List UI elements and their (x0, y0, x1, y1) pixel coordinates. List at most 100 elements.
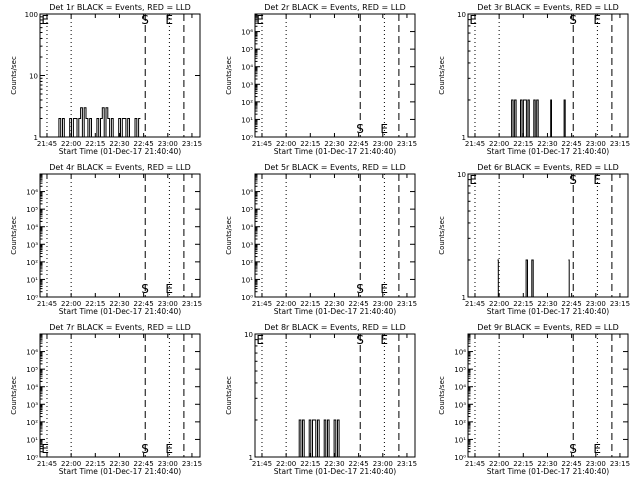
y-tick-label: 10⁵ (241, 46, 253, 54)
x-axis-label: Start Time (01-Dec-17 21:40:40) (274, 467, 396, 476)
chart-title: Det 5r BLACK = Events, RED = LLD (264, 163, 406, 172)
y-tick-label: 10³ (241, 81, 253, 89)
x-axis-label: Start Time (01-Dec-17 21:40:40) (274, 147, 396, 156)
x-tick-label: 23:15 (397, 140, 417, 148)
x-axis-label: Start Time (01-Dec-17 21:40:40) (487, 147, 609, 156)
x-tick-label: 22:15 (85, 300, 105, 308)
marker-e: E (469, 13, 477, 27)
y-tick-label: 10⁰ (26, 294, 38, 302)
y-tick-label: 10 (457, 11, 466, 19)
x-tick-label: 22:15 (300, 460, 320, 468)
events-series-line (53, 107, 141, 138)
chart-panel-9: Det 9r BLACK = Events, RED = LLD 21:45 22:… (438, 323, 630, 476)
y-tick-label: 10² (241, 259, 253, 267)
x-tick-label: 22:45 (134, 140, 154, 148)
events-series-line (497, 259, 500, 298)
x-axis-label: Start Time (01-Dec-17 21:40:40) (487, 307, 609, 316)
events-series-line (568, 259, 570, 298)
marker-e: E (593, 442, 601, 456)
y-tick-label: 100 (25, 11, 38, 19)
y-tick-label: 10⁵ (454, 366, 466, 374)
x-tick-label: 23:00 (158, 140, 178, 148)
x-tick-label: 22:30 (324, 460, 344, 468)
x-tick-label: 22:15 (85, 140, 105, 148)
chart-panel-1: Det 1r BLACK = Events, RED = LLD 21:45 22:… (10, 3, 202, 156)
x-tick-label: 22:30 (324, 300, 344, 308)
x-tick-label: 22:15 (300, 300, 320, 308)
x-tick-label: 23:00 (586, 300, 606, 308)
x-tick-label: 23:00 (586, 140, 606, 148)
x-tick-label: 22:30 (109, 300, 129, 308)
y-tick-label: 10 (29, 73, 38, 81)
chart-panel-2: Det 2r BLACK = Events, RED = LLD 21:45 22:… (225, 3, 417, 156)
marker-e: E (593, 173, 601, 187)
y-tick-label: 1 (462, 134, 466, 142)
x-tick-label: 22:30 (537, 460, 557, 468)
y-tick-label: 10¹ (26, 436, 38, 444)
y-axis-label: Counts/sec (438, 56, 446, 95)
x-tick-label: 23:15 (182, 300, 202, 308)
chart-title: Det 1r BLACK = Events, RED = LLD (49, 3, 191, 12)
y-tick-label: 1 (462, 294, 466, 302)
x-tick-label: 21:45 (252, 460, 272, 468)
x-tick-label: 21:45 (37, 300, 57, 308)
y-tick-label: 10⁶ (241, 189, 253, 197)
x-tick-label: 22:15 (85, 460, 105, 468)
marker-s: S (569, 13, 577, 27)
marker-s: S (569, 173, 577, 187)
marker-e: E (256, 13, 264, 27)
chart-title: Det 4r BLACK = Events, RED = LLD (49, 163, 191, 172)
x-tick-label: 22:15 (513, 140, 533, 148)
chart-title: Det 9r BLACK = Events, RED = LLD (477, 323, 619, 332)
chart-title: Det 2r BLACK = Events, RED = LLD (264, 3, 406, 12)
x-tick-label: 23:15 (397, 460, 417, 468)
events-series-line (562, 99, 569, 138)
plot-frame (39, 173, 201, 298)
y-tick-label: 10¹ (454, 436, 466, 444)
y-tick-label: 10⁴ (241, 64, 253, 72)
plot-frame (467, 333, 629, 458)
x-tick-label: 21:45 (37, 460, 57, 468)
x-tick-label: 23:00 (373, 460, 393, 468)
x-axis-label: Start Time (01-Dec-17 21:40:40) (59, 307, 181, 316)
y-tick-label: 10⁴ (454, 384, 466, 392)
x-axis-label: Start Time (01-Dec-17 21:40:40) (59, 147, 181, 156)
y-tick-label: 10⁵ (241, 206, 253, 214)
chart-panel-6: Det 6r BLACK = Events, RED = LLD 21:45 22:… (438, 163, 630, 316)
x-tick-label: 21:45 (465, 300, 485, 308)
y-tick-label: 10² (241, 99, 253, 107)
x-tick-label: 22:00 (276, 300, 296, 308)
y-tick-label: 10² (26, 259, 38, 267)
y-axis-label: Counts/sec (10, 376, 18, 415)
plot-frame (254, 333, 416, 458)
y-axis-label: Counts/sec (438, 216, 446, 255)
marker-e: E (165, 442, 173, 456)
y-tick-label: 10⁴ (26, 384, 38, 392)
y-tick-label: 10 (457, 171, 466, 179)
chart-title: Det 8r BLACK = Events, RED = LLD (264, 323, 406, 332)
y-tick-label: 10⁰ (241, 294, 253, 302)
x-tick-label: 22:00 (61, 300, 81, 308)
marker-e: E (380, 333, 388, 347)
events-series-line (523, 259, 535, 298)
x-tick-label: 22:30 (537, 300, 557, 308)
x-tick-label: 22:00 (61, 140, 81, 148)
x-tick-label: 21:45 (252, 300, 272, 308)
chart-title: Det 3r BLACK = Events, RED = LLD (477, 3, 619, 12)
x-tick-label: 23:00 (373, 140, 393, 148)
x-tick-label: 23:15 (610, 460, 630, 468)
x-tick-label: 23:15 (182, 460, 202, 468)
y-tick-label: 10¹ (241, 116, 253, 124)
y-tick-label: 10 (244, 331, 253, 339)
y-tick-label: 10¹ (241, 276, 253, 284)
x-tick-label: 22:00 (276, 460, 296, 468)
y-tick-label: 10³ (454, 401, 466, 409)
y-axis-label: Counts/sec (10, 216, 18, 255)
events-series-line (294, 419, 345, 458)
y-tick-label: 10⁰ (26, 454, 38, 462)
chart-panel-5: Det 5r BLACK = Events, RED = LLD 21:45 22:… (225, 163, 417, 316)
marker-e: E (165, 282, 173, 296)
x-axis-label: Start Time (01-Dec-17 21:40:40) (59, 467, 181, 476)
marker-e: E (380, 122, 388, 136)
